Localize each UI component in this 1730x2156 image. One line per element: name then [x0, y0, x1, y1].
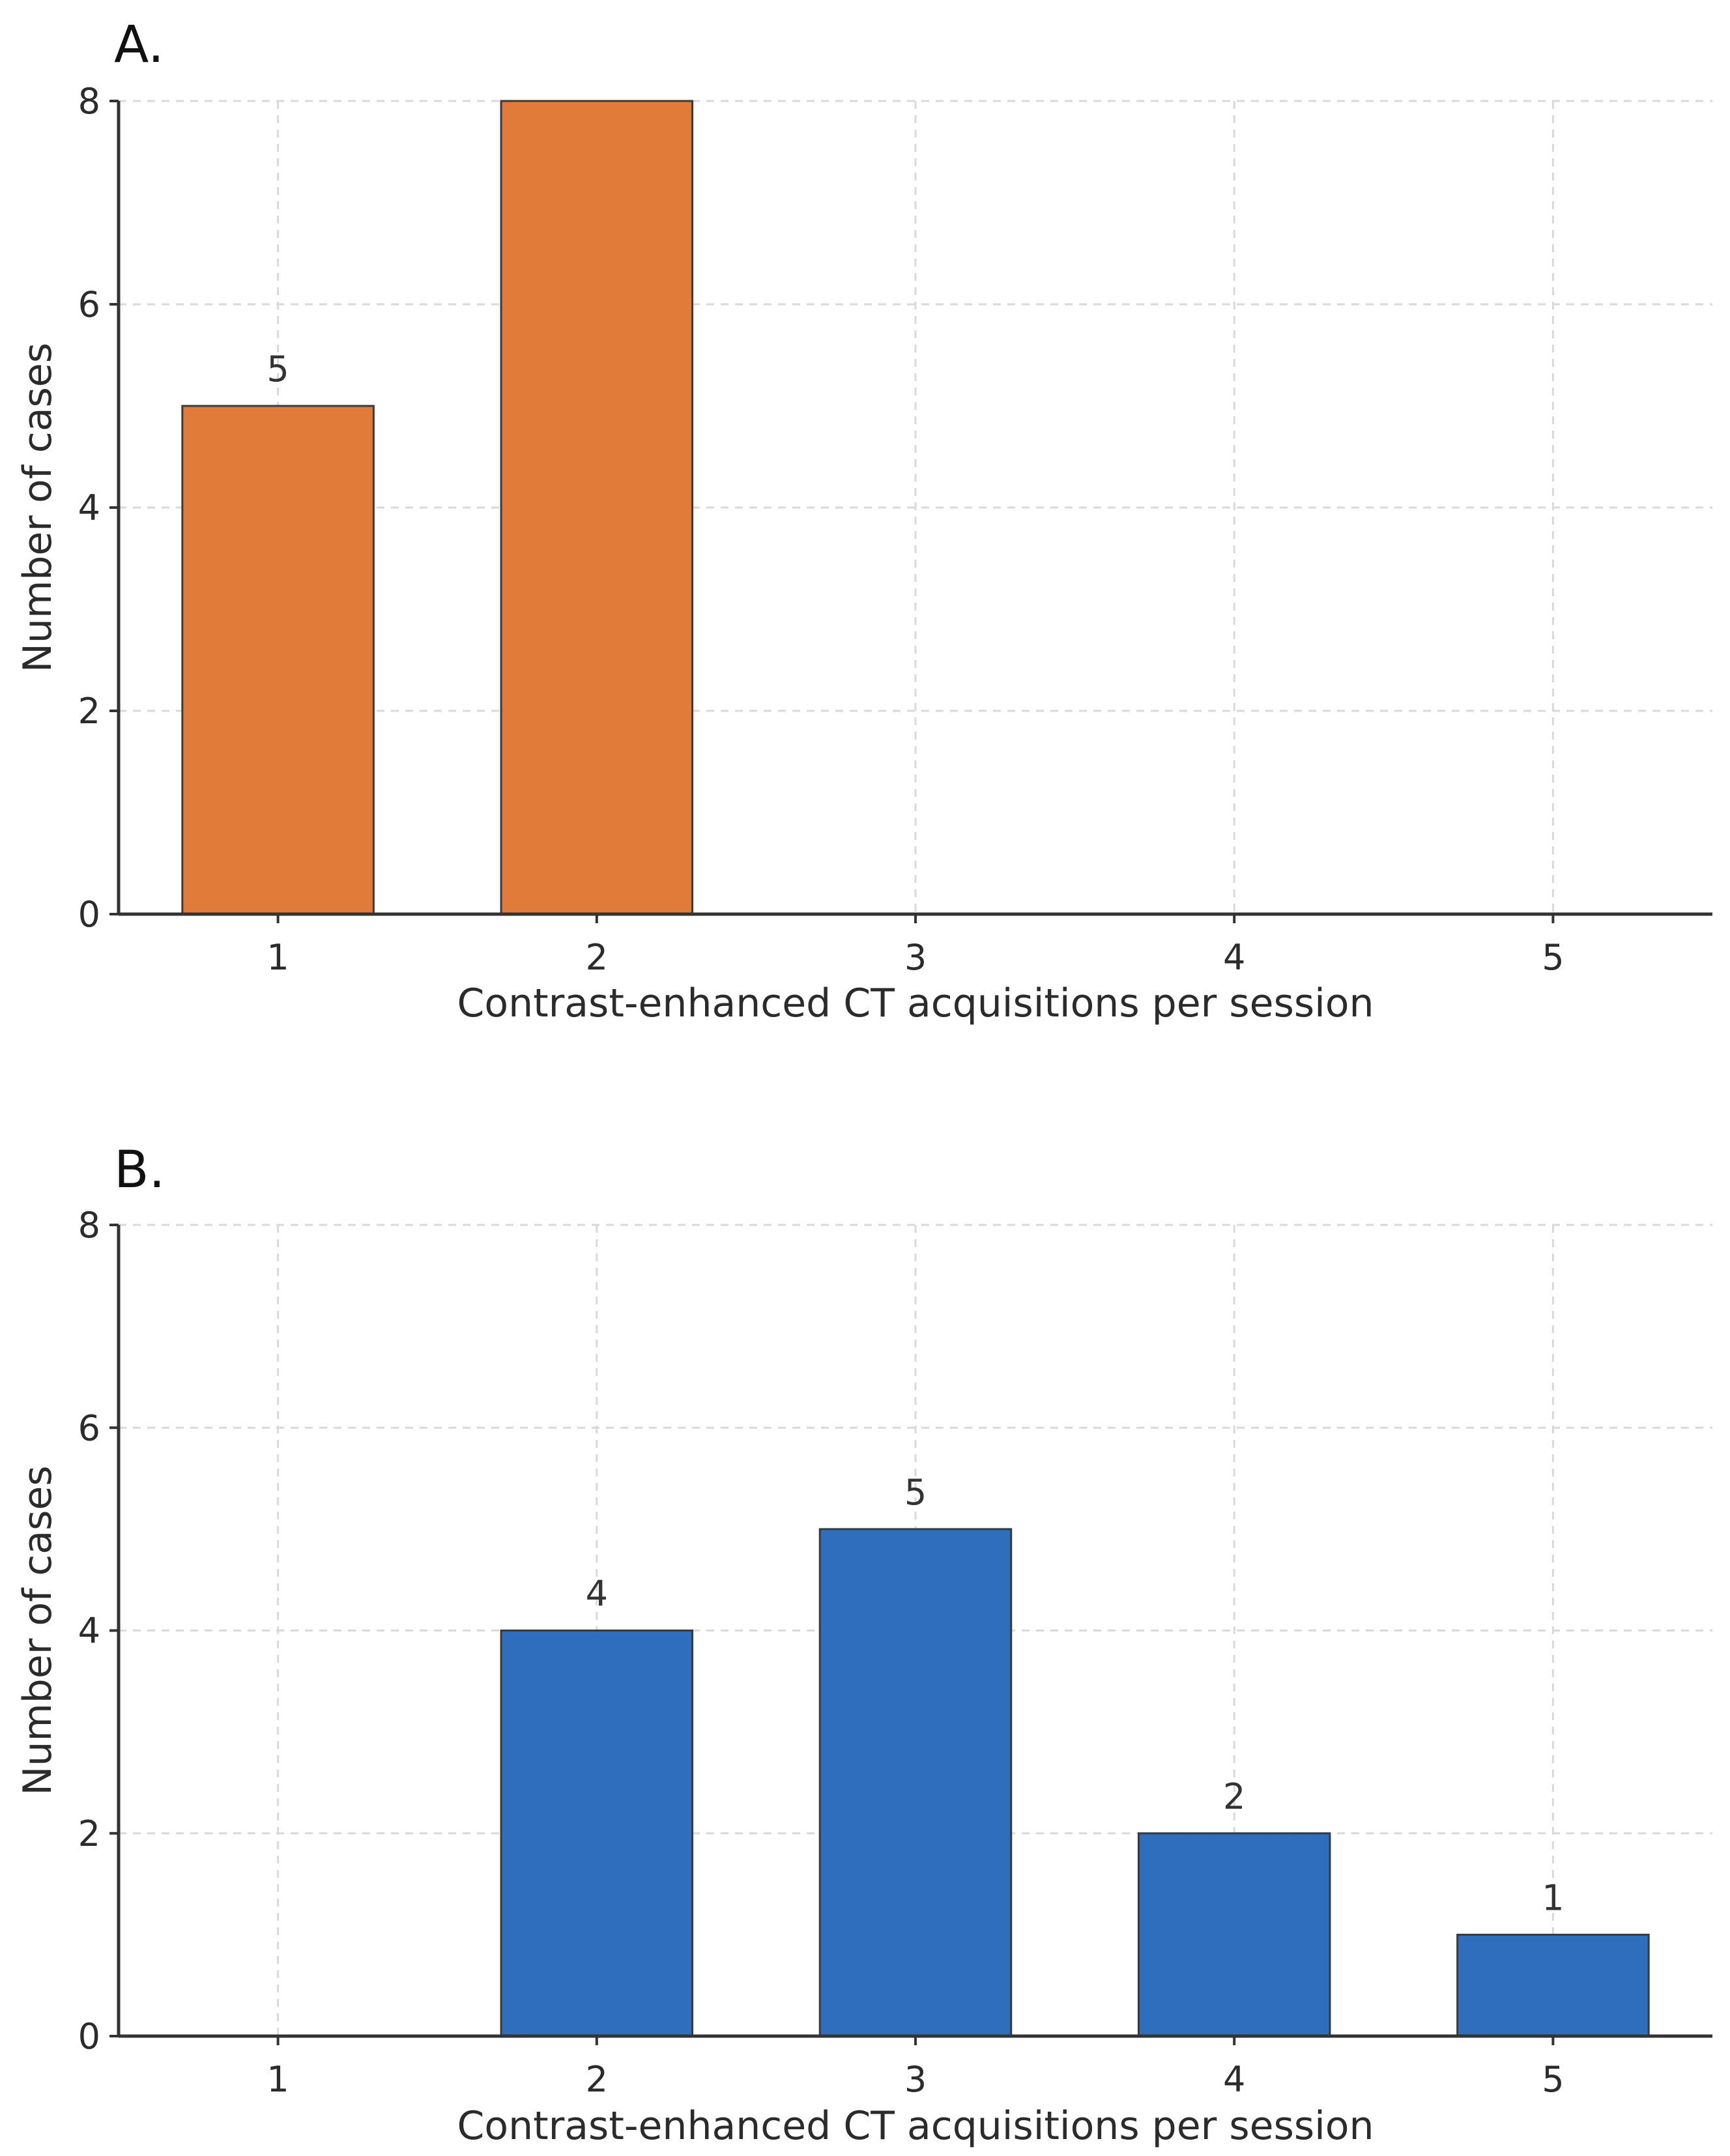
panel-a-y-axis-label: Number of cases — [15, 343, 61, 672]
panel-b-y-tick-label: 8 — [78, 1205, 100, 1246]
panel-b-x-tick-label: 4 — [1223, 2059, 1245, 2100]
panel-b-x-tick-label: 2 — [586, 2059, 608, 2100]
panel-a-x-axis-label: Contrast-enhanced CT acquisitions per se… — [457, 981, 1374, 1026]
panel-b-x-tick-label: 5 — [1542, 2059, 1564, 2100]
panel-b-data-label: 4 — [586, 1574, 608, 1615]
panel-a-y-tick-label: 4 — [78, 487, 100, 528]
panel-b-data-label: 1 — [1542, 1877, 1564, 1918]
panel-b-data-label: 5 — [904, 1472, 927, 1513]
panel-b-bar-2 — [500, 1630, 694, 2037]
panel-a-x-tick-label: 1 — [267, 937, 289, 978]
panel-b-bar-3 — [818, 1528, 1013, 2037]
panel-b-data-label: 2 — [1223, 1776, 1245, 1817]
panel-a-x-tick-label: 2 — [586, 937, 608, 978]
panel-a-data-label: 5 — [267, 349, 289, 390]
panel-a-x-tick-label: 4 — [1223, 937, 1245, 978]
panel-b-x-tick-label: 1 — [267, 2059, 289, 2100]
panel-b-y-tick-label: 2 — [78, 1813, 100, 1854]
panel-b-x-axis-label: Contrast-enhanced CT acquisitions per se… — [457, 2103, 1374, 2149]
panel-a-label: A. — [114, 16, 164, 74]
panel-a-x-tick-label: 5 — [1542, 937, 1564, 978]
panel-b-bar-5 — [1456, 1933, 1650, 2037]
panel-b-label: B. — [114, 1141, 165, 1200]
panel-a-bar-1 — [181, 405, 375, 915]
panel-a-y-tick-label: 0 — [78, 894, 100, 935]
panel-b-y-tick-label: 6 — [78, 1407, 100, 1448]
panel-a-y-tick-label: 6 — [78, 284, 100, 325]
panel-a-y-tick-label: 2 — [78, 691, 100, 732]
panel-a-x-tick-label: 3 — [904, 937, 927, 978]
panel-a-y-tick-label: 8 — [78, 81, 100, 122]
panel-b-bar-4 — [1137, 1832, 1331, 2037]
panel-a-bar-2 — [500, 100, 694, 915]
panel-b-y-tick-label: 0 — [78, 2016, 100, 2057]
panel-b-y-axis-label: Number of cases — [15, 1465, 61, 1795]
panel-b-x-tick-label: 3 — [904, 2059, 927, 2100]
panel-b-y-tick-label: 4 — [78, 1611, 100, 1652]
